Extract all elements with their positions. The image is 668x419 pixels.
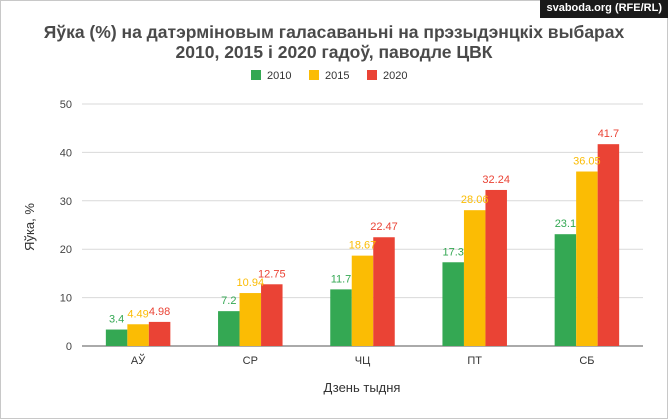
bar-2010-3 [442,262,464,346]
data-label-2020-2: 22.47 [370,221,398,233]
x-tick-label-2: ЧЦ [355,355,370,367]
data-label-2015-4: 36.05 [573,156,601,168]
data-label-2010-2: 11.7 [331,273,352,285]
bar-2020-3 [485,189,507,346]
legend-swatch-2020 [367,70,377,80]
y-tick-label: 50 [60,99,72,111]
y-tick-label: 40 [60,147,72,159]
x-tick-label-3: ПТ [467,355,482,367]
legend: 2010 2015 2020 [251,70,407,82]
data-label-2020-1: 12.75 [258,268,286,280]
legend-label-2020: 2020 [383,70,407,82]
bar-2015-3 [463,210,486,346]
data-label-2015-1: 10.94 [237,277,265,289]
data-label-2010-0: 3.4 [109,314,124,326]
y-tick-label: 30 [60,196,72,208]
bar-2015-0 [127,324,149,346]
bar-2020-0 [148,321,171,346]
legend-label-2010: 2010 [267,70,291,82]
data-label-2010-1: 7.2 [221,295,236,307]
bar-2010-1 [218,311,240,346]
y-axis-label: Яўка, % [22,203,37,251]
y-tick-label: 20 [60,244,72,256]
data-label-2015-3: 28.06 [461,194,489,206]
bar-2010-0 [105,329,128,346]
chart-title-line-1: Яўка (%) на датэрміновым галасаваньні на… [43,22,625,42]
data-label-2020-4: 41.7 [598,128,619,140]
bar-2015-2 [351,255,374,346]
data-label-2015-0: 4.49 [127,308,148,320]
bar-2015-4 [576,171,598,346]
legend-swatch-2015 [309,70,319,80]
bar-2010-2 [330,289,352,346]
data-label-2020-0: 4.98 [149,306,170,318]
x-tick-label-1: СР [243,355,258,367]
bar-2020-1 [261,284,283,346]
x-axis-label: Дзень тыдня [324,380,401,395]
bars [105,144,620,346]
data-label-2010-4: 23.1 [555,218,576,230]
legend-swatch-2010 [251,70,261,80]
bar-2020-2 [373,237,395,346]
watermark: svaboda.org (RFE/RL) [540,0,668,18]
data-label-2015-2: 18.67 [349,240,377,252]
y-tick-label: 0 [66,341,72,353]
chart-title: Яўка (%) на датэрміновым галасаваньні на… [0,22,668,62]
data-label-2010-3: 17.3 [442,246,463,258]
bar-2010-4 [554,234,577,346]
x-tick-label-0: АЎ [131,354,146,367]
y-tick-label: 10 [60,293,72,305]
bar-2015-1 [239,293,262,346]
legend-label-2015: 2015 [325,70,349,82]
y-axis: 0 10 20 30 40 50 [60,99,72,353]
data-label-2020-3: 32.24 [482,174,510,186]
chart-title-line-2: 2010, 2015 і 2020 гадоў, паводле ЦВК [175,42,493,62]
x-tick-label-4: СБ [579,355,594,367]
x-axis: АЎ СР ЧЦ ПТ СБ [131,354,595,367]
bar-2020-4 [597,144,620,346]
